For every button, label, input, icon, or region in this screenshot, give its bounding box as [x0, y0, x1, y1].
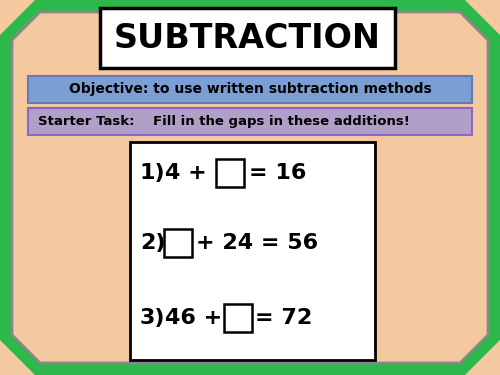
Text: Starter Task:    Fill in the gaps in these additions!: Starter Task: Fill in the gaps in these …	[38, 115, 410, 128]
FancyBboxPatch shape	[100, 8, 395, 68]
FancyBboxPatch shape	[28, 76, 472, 103]
Polygon shape	[12, 12, 488, 363]
FancyBboxPatch shape	[224, 304, 252, 332]
Text: SUBTRACTION: SUBTRACTION	[114, 21, 381, 54]
Text: Objective: to use written subtraction methods: Objective: to use written subtraction me…	[68, 82, 432, 96]
FancyBboxPatch shape	[164, 229, 192, 257]
FancyBboxPatch shape	[28, 108, 472, 135]
Text: = 72: = 72	[255, 308, 312, 328]
Text: = 16: = 16	[249, 163, 306, 183]
Text: 4 +: 4 +	[165, 163, 207, 183]
Text: 46 +: 46 +	[165, 308, 222, 328]
FancyBboxPatch shape	[130, 142, 375, 360]
Text: 2): 2)	[140, 233, 166, 253]
Text: 1): 1)	[140, 163, 166, 183]
Text: 3): 3)	[140, 308, 166, 328]
FancyBboxPatch shape	[216, 159, 244, 187]
Text: + 24 = 56: + 24 = 56	[196, 233, 318, 253]
